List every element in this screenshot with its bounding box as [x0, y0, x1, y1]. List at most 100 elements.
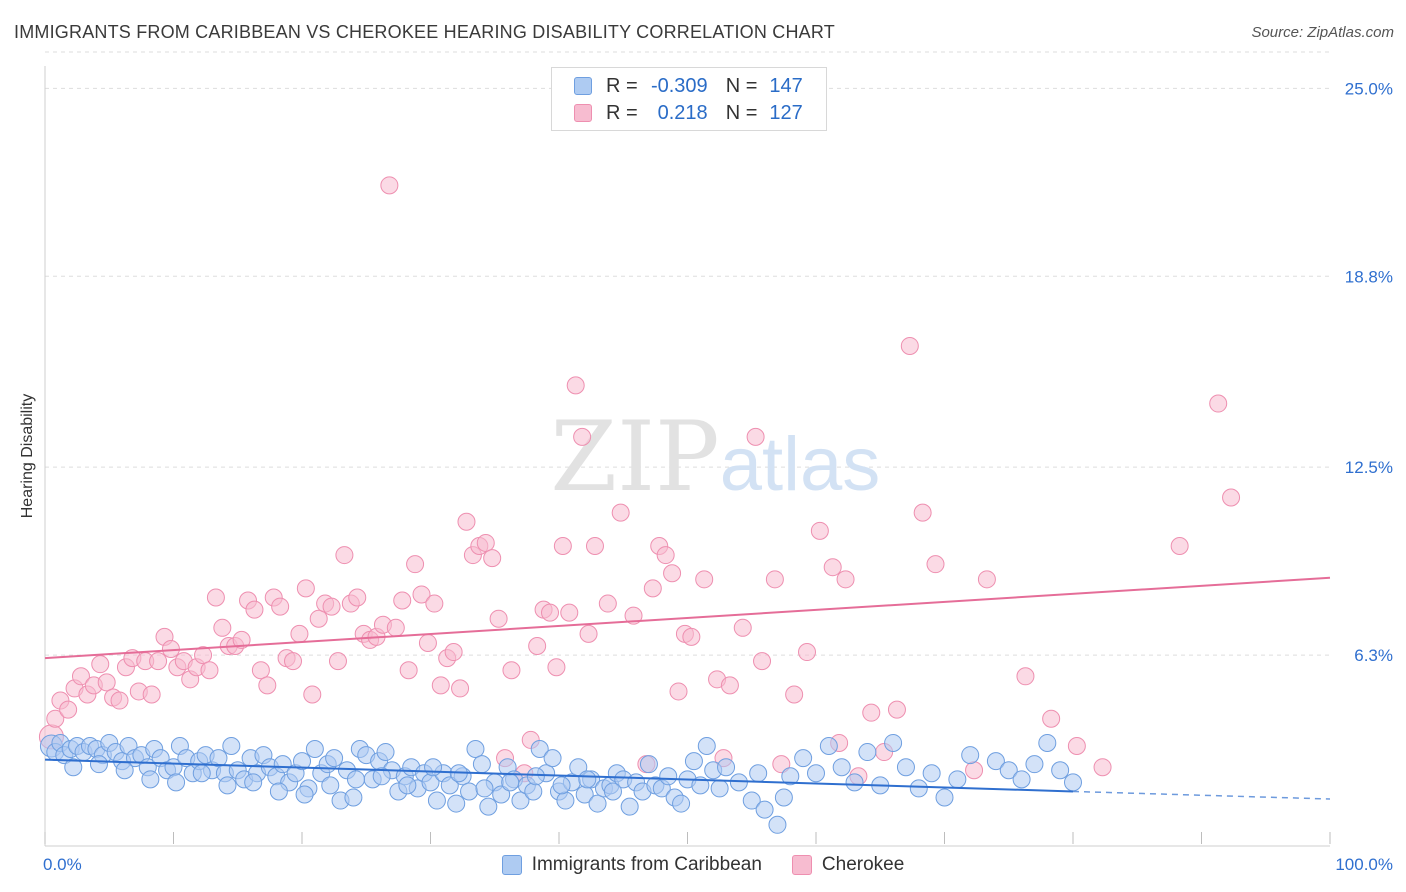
- caribbean-point: [344, 788, 363, 807]
- caribbean-point: [475, 779, 494, 798]
- cherokee-point: [271, 597, 290, 616]
- watermark-atlas: atlas: [720, 422, 881, 507]
- cherokee-point: [296, 579, 315, 598]
- legend-r-label: R =: [606, 101, 638, 124]
- caribbean-point: [530, 740, 549, 759]
- cherokee-point: [431, 676, 450, 695]
- caribbean-point: [935, 788, 954, 807]
- caribbean-point: [845, 773, 864, 792]
- caribbean-point: [167, 773, 186, 792]
- cherokee-point: [579, 624, 598, 643]
- cherokee-point: [251, 661, 270, 680]
- caribbean-point: [896, 758, 915, 777]
- caribbean-point: [819, 736, 838, 755]
- caribbean-point: [710, 779, 729, 798]
- cherokee-point: [206, 588, 225, 607]
- caribbean-points: [39, 733, 1082, 834]
- cherokee-point: [406, 555, 425, 574]
- caribbean-point: [999, 761, 1018, 780]
- series-swatch-caribbean: [501, 855, 522, 875]
- caribbean-point: [729, 773, 748, 792]
- caribbean-point: [986, 752, 1005, 771]
- caribbean-point: [295, 785, 314, 804]
- cherokee-point: [97, 673, 116, 692]
- cherokee-point: [322, 597, 341, 616]
- cherokee-point: [258, 676, 277, 695]
- cherokee-point: [1042, 709, 1061, 728]
- caribbean-point: [742, 791, 761, 810]
- caribbean-point: [909, 779, 928, 798]
- caribbean-point: [472, 755, 491, 774]
- cherokee-point: [328, 652, 347, 671]
- series-legend-label: Immigrants from Caribbean: [531, 854, 762, 875]
- caribbean-point: [749, 764, 768, 783]
- caribbean-point: [672, 794, 691, 813]
- caribbean-point: [424, 758, 443, 777]
- cherokee-point: [303, 685, 322, 704]
- cherokee-point: [412, 585, 431, 604]
- cherokee-point: [386, 618, 405, 637]
- cherokee-point: [290, 624, 309, 643]
- legend-r-value: -0.309: [650, 74, 708, 97]
- caribbean-point: [768, 815, 787, 834]
- cherokee-point: [489, 609, 508, 628]
- cherokee-point: [585, 536, 604, 555]
- cherokee-point: [624, 606, 643, 625]
- cherokee-point: [926, 555, 945, 574]
- cherokee-point: [682, 627, 701, 646]
- cherokee-point: [418, 633, 437, 652]
- legend-swatch-cherokee: [574, 104, 592, 122]
- caribbean-point: [543, 749, 562, 768]
- series-legend: Immigrants from Caribbean Cherokee: [0, 852, 1406, 878]
- caribbean-point: [427, 791, 446, 810]
- series-legend-caribbean[interactable]: Immigrants from Caribbean: [501, 854, 762, 876]
- trend-lines: [44, 576, 1331, 800]
- y-tick-label: 25.0%: [1345, 79, 1393, 98]
- series-legend-cherokee[interactable]: Cherokee: [791, 854, 904, 876]
- cherokee-point: [444, 643, 463, 662]
- cherokee-point: [399, 661, 418, 680]
- caribbean-point: [209, 749, 228, 768]
- cherokee-point: [348, 588, 367, 607]
- caribbean-point: [218, 776, 237, 795]
- cherokee-point: [913, 503, 932, 522]
- caribbean-point: [1064, 773, 1082, 792]
- cherokee-point: [309, 609, 328, 628]
- caribbean-point: [832, 758, 851, 777]
- caribbean-point: [578, 770, 597, 789]
- cherokee-point: [669, 682, 688, 701]
- caribbean-point: [479, 797, 498, 816]
- caribbean-point: [922, 764, 941, 783]
- caribbean-point: [961, 746, 980, 765]
- cherokee-point: [887, 700, 906, 719]
- caribbean-point: [948, 770, 967, 789]
- cherokee-point: [765, 570, 784, 589]
- cherokee-point: [483, 549, 502, 568]
- cherokee-point: [573, 427, 592, 446]
- caribbean-trend-line: [44, 758, 1074, 793]
- y-tick-label: 6.3%: [1354, 646, 1393, 665]
- caribbean-point: [526, 767, 545, 786]
- cherokee-point: [476, 533, 495, 552]
- caribbean-point: [447, 794, 466, 813]
- cherokee-point: [335, 546, 354, 565]
- cherokee-point: [547, 658, 566, 677]
- caribbean-point: [684, 752, 703, 771]
- cherokee-point: [900, 336, 919, 355]
- caribbean-point: [524, 782, 543, 801]
- cherokee-trend-line: [44, 576, 1331, 660]
- tick-labels: 6.3% 12.5% 18.8% 25.0% 0.0% 100.0%: [43, 79, 1393, 874]
- caribbean-point: [781, 767, 800, 786]
- caribbean-point: [639, 755, 658, 774]
- caribbean-point: [1051, 761, 1070, 780]
- caribbean-point: [325, 749, 344, 768]
- caribbean-trend-extension: [1072, 790, 1331, 800]
- caribbean-point: [691, 776, 710, 795]
- watermark-zip: ZIP: [550, 401, 719, 513]
- caribbean-point: [794, 749, 813, 768]
- cherokee-point: [232, 630, 251, 649]
- caribbean-point: [774, 788, 793, 807]
- caribbean-point: [552, 776, 571, 795]
- legend-n-label: N =: [725, 74, 758, 97]
